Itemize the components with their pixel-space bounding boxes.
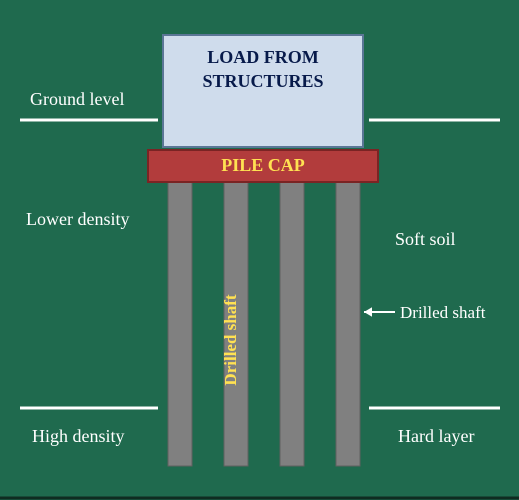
label-drilled_shaft_r: Drilled shaft bbox=[400, 303, 486, 322]
pile-1 bbox=[168, 182, 192, 466]
label-ground: Ground level bbox=[30, 89, 124, 109]
label-hard_layer: Hard layer bbox=[398, 426, 474, 446]
label-pile_cap: PILE CAP bbox=[221, 155, 305, 175]
label-drilled_shaft_v: Drilled shaft bbox=[221, 294, 240, 385]
label-soft_soil: Soft soil bbox=[395, 229, 456, 249]
diagram-stage: LOAD FROMSTRUCTURESPILE CAPGround levelL… bbox=[0, 0, 519, 500]
label-lower_density: Lower density bbox=[26, 209, 129, 229]
pile-3 bbox=[280, 182, 304, 466]
pile-4 bbox=[336, 182, 360, 466]
label-high_density: High density bbox=[32, 426, 125, 446]
diagram-svg: LOAD FROMSTRUCTURESPILE CAPGround levelL… bbox=[0, 0, 519, 500]
